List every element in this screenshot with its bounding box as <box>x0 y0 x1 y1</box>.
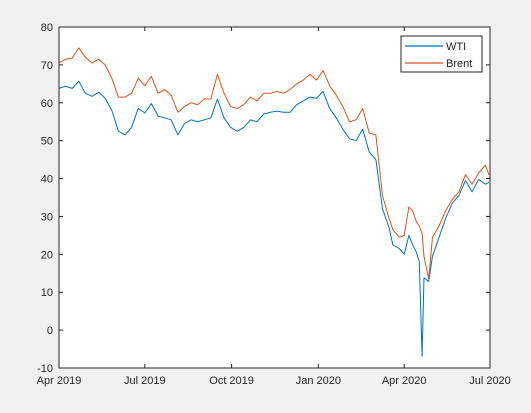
y-tick-label: 80 <box>41 22 53 34</box>
y-tick-label: 10 <box>41 287 53 299</box>
y-tick-label: 60 <box>41 98 53 110</box>
legend-box <box>400 35 483 73</box>
series-layer <box>58 47 490 357</box>
x-tick-label: Apr 2019 <box>37 375 82 387</box>
axes-background <box>59 27 490 368</box>
y-axis: -10 0 10 20 30 40 50 60 70 80 <box>37 22 490 375</box>
x-tick-label: Jul 2020 <box>469 375 511 387</box>
legend-label-wti: WTI <box>446 41 466 53</box>
y-tick-label: 0 <box>47 325 53 337</box>
legend: WTI Brent <box>400 35 483 73</box>
axes-box <box>58 26 491 369</box>
y-tick-label: 30 <box>41 211 53 223</box>
y-tick-label: -10 <box>37 363 53 375</box>
y-tick-label: 40 <box>41 174 53 186</box>
y-tick-label: 70 <box>41 60 53 72</box>
series-line-brent <box>58 47 490 280</box>
y-tick-label: 20 <box>41 249 53 261</box>
x-axis: Apr 2019 Jul 2019 Oct 2019 Jan 2020 Apr 2020… <box>37 27 511 387</box>
x-tick-label: Jul 2019 <box>124 375 166 387</box>
legend-label-brent: Brent <box>446 58 472 70</box>
x-tick-label: Apr 2020 <box>382 375 427 387</box>
y-tick-label: 50 <box>41 136 53 148</box>
x-tick-label: Jan 2020 <box>296 375 341 387</box>
series-line-wti <box>58 80 490 357</box>
x-tick-label: Oct 2019 <box>209 375 254 387</box>
